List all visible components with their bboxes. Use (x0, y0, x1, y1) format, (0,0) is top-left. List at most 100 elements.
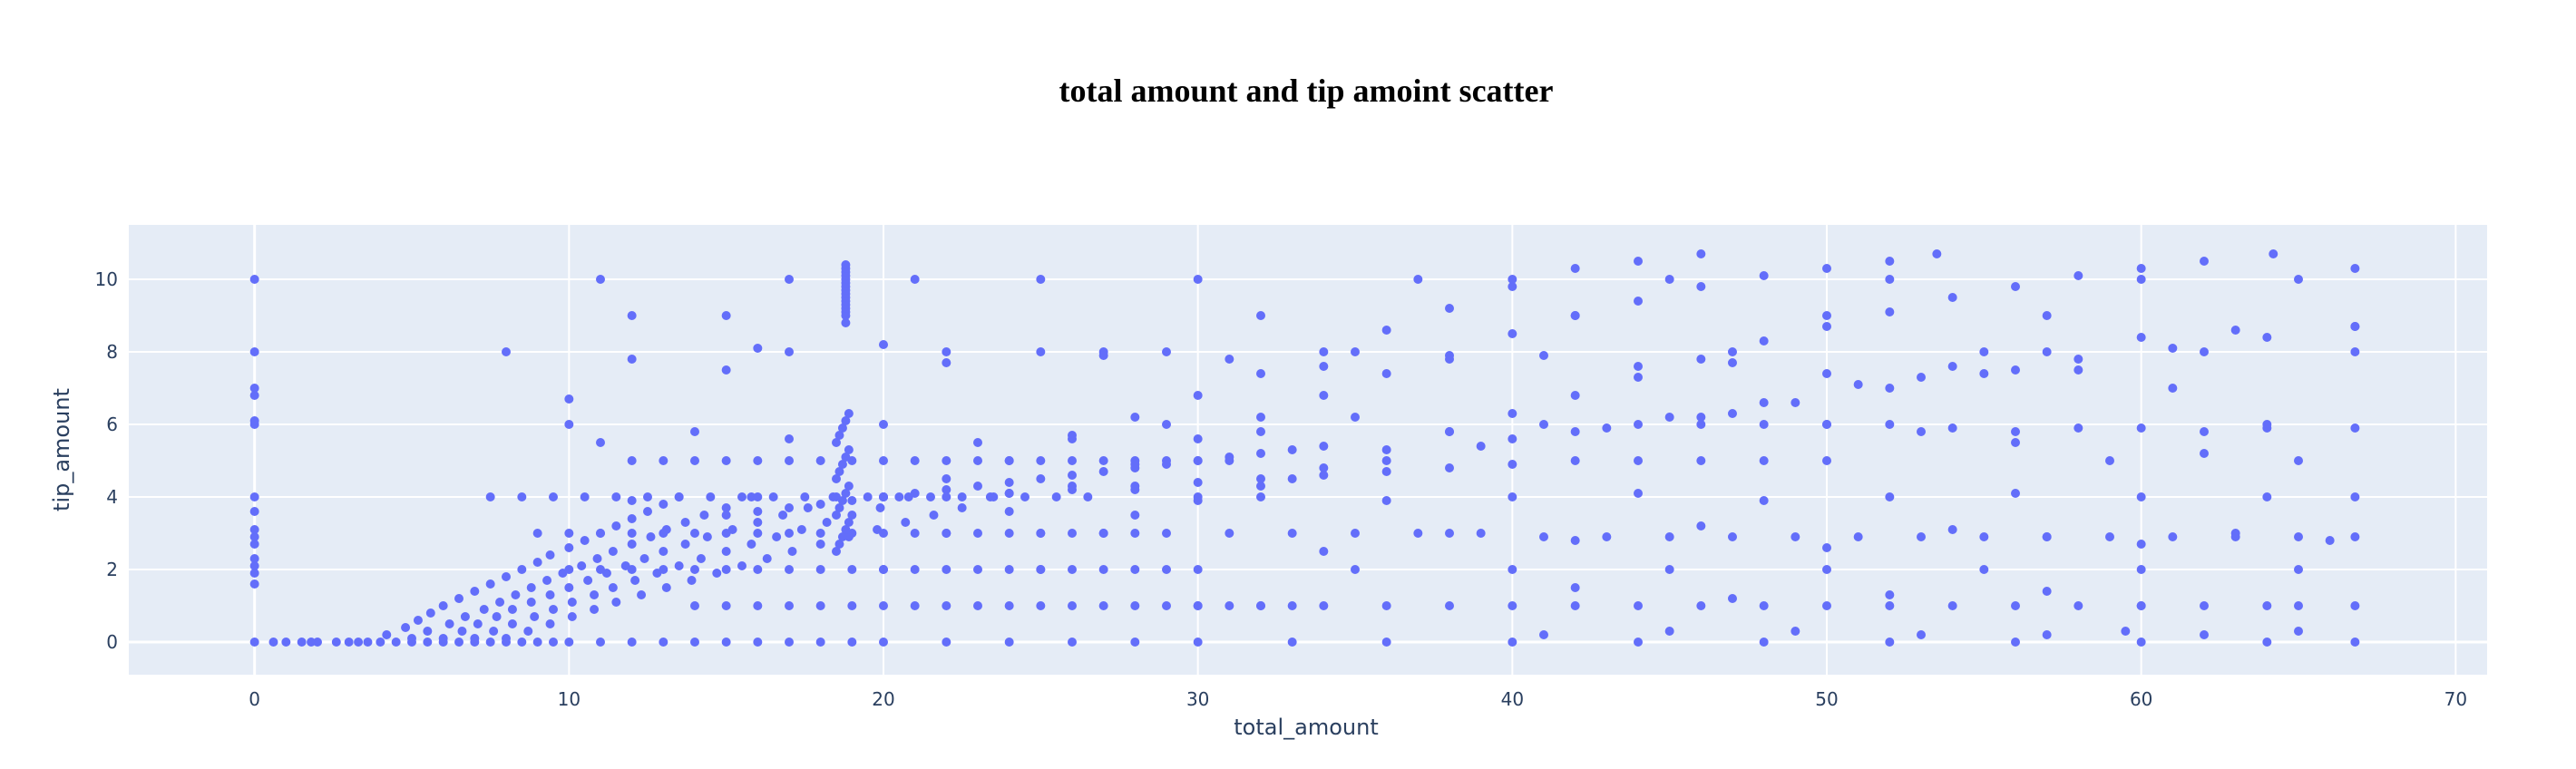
scatter-point (2262, 638, 2272, 647)
scatter-point (847, 565, 857, 574)
scatter-point (1193, 478, 1203, 487)
scatter-point (313, 638, 322, 647)
scatter-point (841, 453, 851, 462)
scatter-point (721, 565, 731, 574)
scatter-point (753, 565, 763, 574)
scatter-point (1885, 420, 1895, 429)
scatter-point (1319, 601, 1329, 610)
scatter-point (1570, 311, 1580, 320)
scatter-point (1162, 601, 1171, 610)
scatter-point (1381, 369, 1391, 378)
scatter-point (2136, 492, 2146, 501)
scatter-point (2136, 333, 2146, 342)
scatter-point (1979, 347, 1989, 356)
scatter-point (2042, 587, 2052, 596)
scatter-point (517, 492, 527, 501)
scatter-point (696, 554, 706, 563)
scatter-point (1917, 532, 1926, 541)
scatter-point (1822, 311, 1831, 320)
scatter-point (942, 358, 951, 367)
scatter-point (785, 347, 794, 356)
scatter-point (564, 543, 574, 552)
scatter-point (523, 627, 533, 636)
scatter-point (1759, 456, 1769, 465)
scatter-point (542, 576, 552, 585)
scatter-point (608, 547, 618, 556)
scatter-point (1508, 492, 1517, 501)
scatter-point (834, 503, 844, 512)
scatter-point (1036, 275, 1046, 284)
scatter-point (592, 554, 602, 563)
scatter-point (690, 601, 699, 610)
scatter-point (507, 605, 517, 614)
scatter-point (1696, 282, 1706, 291)
scatter-point (1130, 529, 1140, 538)
scatter-point (2011, 601, 2020, 610)
scatter-point (549, 638, 558, 647)
scatter-point (2168, 384, 2178, 393)
scatter-point (815, 601, 825, 610)
scatter-point (659, 456, 668, 465)
scatter-point (834, 467, 844, 476)
scatter-point (627, 514, 637, 523)
scatter-point (1381, 638, 1391, 647)
scatter-point (507, 619, 517, 628)
scatter-point (822, 518, 832, 527)
scatter-point (1853, 532, 1863, 541)
scatter-point (785, 601, 794, 610)
scatter-point (1508, 638, 1517, 647)
scatter-point (942, 492, 951, 501)
scatter-point (879, 601, 888, 610)
scatter-point (2325, 536, 2335, 545)
scatter-point (580, 536, 590, 545)
scatter-point (627, 311, 637, 320)
scatter-point (687, 576, 697, 585)
x-tick-label: 60 (2130, 688, 2152, 710)
scatter-point (2136, 423, 2146, 433)
scatter-point (502, 347, 511, 356)
scatter-point (596, 275, 605, 284)
scatter-point (973, 565, 982, 574)
scatter-point (837, 460, 847, 469)
scatter-point (391, 638, 401, 647)
scatter-point (1098, 529, 1108, 538)
scatter-point (2294, 601, 2303, 610)
scatter-point (1319, 391, 1329, 400)
scatter-point (249, 391, 259, 400)
scatter-point (307, 638, 317, 647)
scatter-point (2011, 489, 2020, 498)
scatter-point (1068, 638, 1077, 647)
scatter-point (382, 630, 392, 639)
scatter-point (530, 612, 540, 621)
scatter-point (1130, 511, 1140, 520)
scatter-point (1602, 423, 1612, 433)
scatter-point (1020, 492, 1029, 501)
scatter-point (1602, 532, 1612, 541)
scatter-point (1083, 492, 1093, 501)
x-tick-label: 40 (1501, 688, 1524, 710)
scatter-point (721, 529, 731, 538)
scatter-point (564, 420, 574, 429)
scatter-point (768, 492, 778, 501)
scatter-point (438, 601, 448, 610)
scatter-point (1508, 434, 1517, 443)
scatter-point (249, 492, 259, 501)
scatter-point (2200, 427, 2209, 436)
scatter-point (2168, 532, 2178, 541)
scatter-point (2294, 275, 2303, 284)
scatter-point (2294, 532, 2303, 541)
scatter-point (249, 638, 259, 647)
scatter-point (627, 565, 637, 574)
scatter-point (973, 482, 982, 491)
scatter-point (1445, 529, 1454, 538)
scatter-point (1696, 601, 1706, 610)
scatter-point (712, 569, 722, 578)
scatter-point (1445, 601, 1454, 610)
scatter-point (1664, 532, 1674, 541)
scatter-point (249, 525, 259, 534)
scatter-point (879, 565, 888, 574)
scatter-point (2350, 492, 2360, 501)
scatter-point (1822, 456, 1831, 465)
scatter-point (2200, 449, 2209, 458)
scatter-point (1068, 471, 1077, 480)
